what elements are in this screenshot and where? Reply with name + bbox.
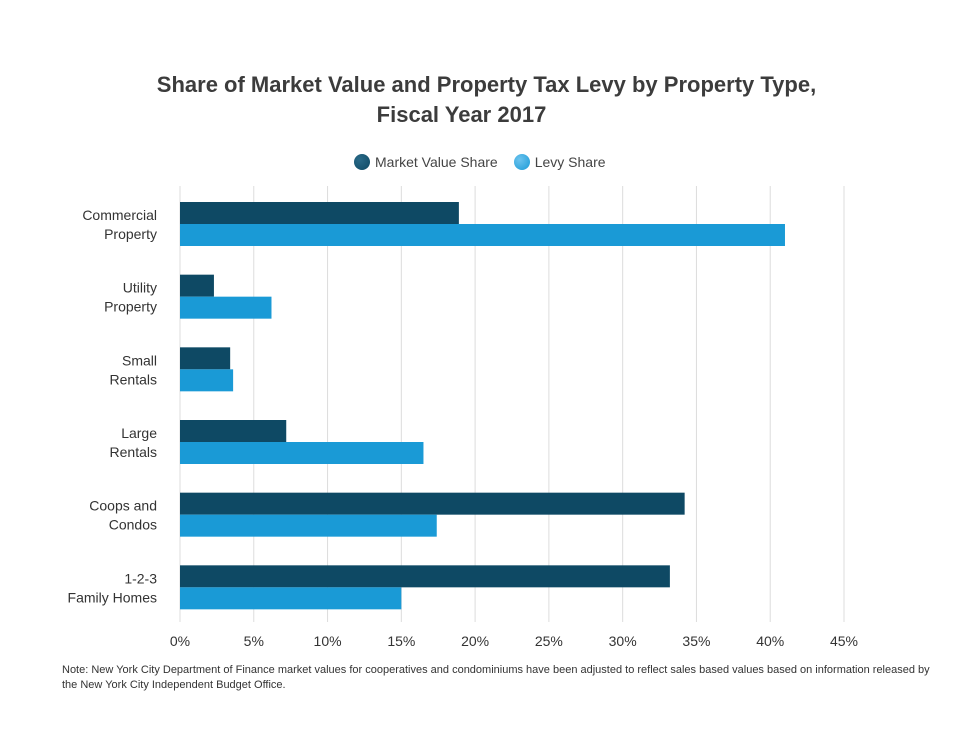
legend-label-levy: Levy Share xyxy=(534,154,606,170)
x-tick-label: 15% xyxy=(387,633,415,649)
bar-levy-1 xyxy=(180,296,272,319)
legend-item-market-value: Market Value Share xyxy=(354,154,498,170)
bar-market-value-0 xyxy=(180,202,459,224)
bar-market-value-3 xyxy=(180,420,287,442)
bar-market-value-2 xyxy=(180,347,231,370)
x-tick-label: 0% xyxy=(170,633,190,649)
x-tick-label: 35% xyxy=(682,633,710,649)
bar-market-value-4 xyxy=(180,492,685,515)
bar-levy-2 xyxy=(180,369,234,392)
category-label: Large Rentals xyxy=(110,425,158,460)
legend-item-levy: Levy Share xyxy=(513,154,606,170)
bar-market-value-5 xyxy=(180,565,670,588)
legend-marker-levy xyxy=(513,154,530,170)
bar-market-value-1 xyxy=(180,274,214,297)
grid-lines xyxy=(179,186,845,622)
chart-title: Share of Market Value and Property Tax L… xyxy=(0,70,963,130)
bar-levy-5 xyxy=(180,587,402,610)
bar-levy-4 xyxy=(180,514,437,537)
category-labels: Commercial Property Utility Property Small Re… xyxy=(68,207,158,605)
chart-title-line-1: Share of Market Value and Property Tax L… xyxy=(156,72,817,97)
x-tick-label: 45% xyxy=(830,633,858,649)
category-label: Commercial Property xyxy=(82,207,157,242)
chart-note: Note: New York City Department of Financ… xyxy=(62,664,930,691)
x-tick-label: 10% xyxy=(314,633,342,649)
x-tick-label: 20% xyxy=(461,633,489,649)
x-tick-label: 30% xyxy=(609,633,637,649)
x-tick-label: 40% xyxy=(756,633,784,649)
bar-levy-0 xyxy=(180,224,785,246)
chart-title-line-2: Fiscal Year 2017 xyxy=(376,102,547,127)
legend-marker-market-value xyxy=(354,154,370,170)
chart-legend: Market Value Share Levy Share xyxy=(354,154,622,170)
category-label: Coops and Condos xyxy=(89,498,157,533)
legend-label-market-value: Market Value Share xyxy=(375,154,498,170)
category-label: Utility Property xyxy=(104,280,157,315)
x-tick-labels: 0% 5% 10% 15% 20% 25% 30% 35% 40% 45% xyxy=(170,633,858,649)
category-label: 1-2-3 Family Homes xyxy=(68,570,158,605)
x-tick-label: 5% xyxy=(244,633,264,649)
category-label: Small Rentals xyxy=(110,352,157,387)
bars xyxy=(180,202,785,610)
bar-levy-3 xyxy=(180,442,424,464)
x-tick-label: 25% xyxy=(535,633,563,649)
